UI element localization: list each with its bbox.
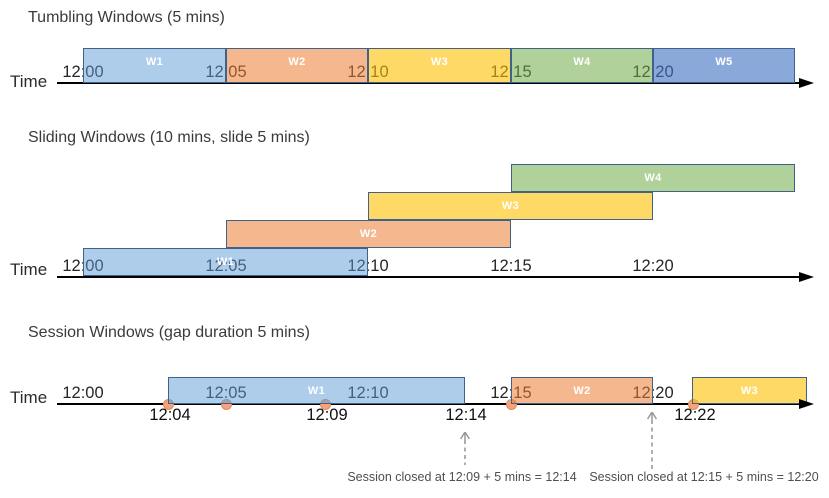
time-axis-label: Time xyxy=(10,72,48,91)
window-label: W2 xyxy=(573,384,591,397)
window-box: W2 xyxy=(511,377,653,404)
window-label: W1 xyxy=(307,384,326,397)
tick-label: 12:15 xyxy=(490,257,532,275)
axis-arrow-icon xyxy=(799,78,814,88)
time-axis-line xyxy=(57,403,800,405)
window-box: W1 xyxy=(168,377,465,404)
time-axis-line xyxy=(57,82,800,84)
event-time-label: 12:04 xyxy=(149,406,191,424)
window-label: W3 xyxy=(430,56,449,68)
window-label: W1 xyxy=(216,256,235,268)
window-label: W1 xyxy=(145,56,164,68)
annotation-text: Session closed at 12:09 + 5 mins = 12:14 xyxy=(347,470,577,484)
window-box: W1 xyxy=(83,248,368,276)
time-axis-label: Time xyxy=(10,260,48,279)
tick-label: 12:20 xyxy=(632,257,674,275)
axis-arrow-icon xyxy=(799,272,814,282)
window-box: W5 xyxy=(653,48,795,83)
event-time-label: 12:14 xyxy=(445,406,487,424)
callout-arrow-icon xyxy=(646,412,658,469)
window-box: W4 xyxy=(511,48,653,83)
window-box: W4 xyxy=(511,164,795,192)
window-label: W2 xyxy=(288,56,306,68)
section-title: Tumbling Windows (5 mins) xyxy=(28,9,225,26)
axis-arrow-icon xyxy=(799,399,814,409)
window-box: W1 xyxy=(83,48,226,83)
window-label: W4 xyxy=(573,56,591,68)
time-axis-label: Time xyxy=(10,388,48,407)
window-box: W2 xyxy=(226,48,368,83)
tick-label: 12:00 xyxy=(62,384,104,402)
event-time-label: 12:22 xyxy=(674,406,716,424)
callout-arrow-icon xyxy=(459,432,471,465)
window-label: W3 xyxy=(740,384,759,397)
section-title: Sliding Windows (10 mins, slide 5 mins) xyxy=(28,129,310,146)
event-time-label: 12:09 xyxy=(306,406,348,424)
window-label: W3 xyxy=(501,200,520,212)
window-box: W2 xyxy=(226,220,511,248)
window-label: W5 xyxy=(715,56,733,68)
window-box: W3 xyxy=(692,377,807,404)
window-box: W3 xyxy=(368,192,653,220)
window-label: W4 xyxy=(644,172,662,184)
section-title: Session Windows (gap duration 5 mins) xyxy=(28,324,310,341)
window-label: W2 xyxy=(359,228,378,240)
time-axis-line xyxy=(57,276,800,278)
annotation-text: Session closed at 12:15 + 5 mins = 12:20 xyxy=(589,470,819,484)
window-box: W3 xyxy=(368,48,511,83)
